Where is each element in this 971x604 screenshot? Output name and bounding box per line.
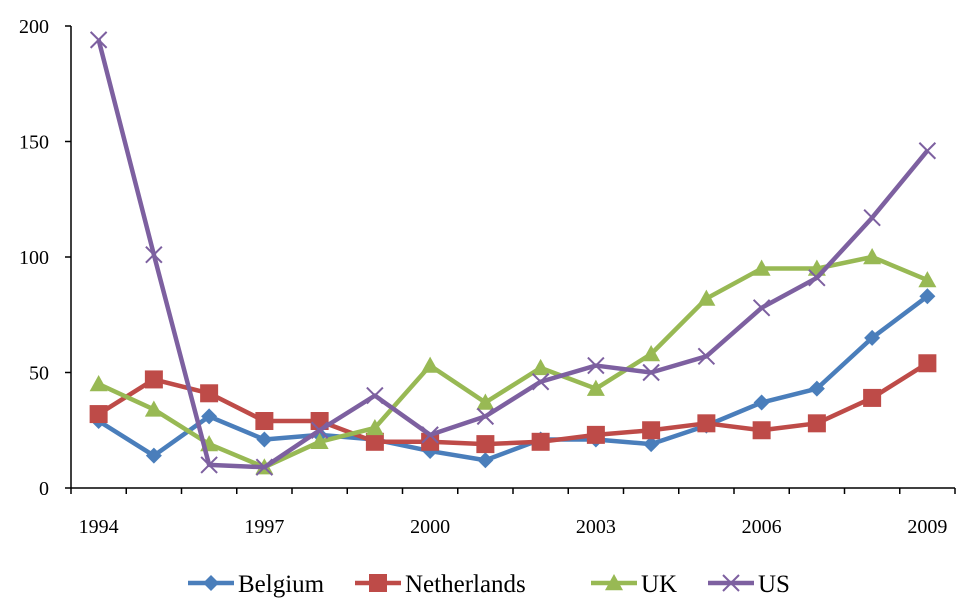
data-point-belgium	[753, 394, 770, 411]
x-tick-label: 2003	[576, 516, 616, 538]
data-point-us	[145, 245, 163, 264]
data-point-us	[531, 373, 550, 391]
data-point-netherlands	[918, 354, 937, 373]
data-point-us	[255, 458, 274, 476]
data-point-netherlands	[863, 388, 882, 407]
legend-item-netherlands: Netherlands	[355, 571, 526, 598]
data-point-netherlands	[752, 421, 771, 440]
x-tick-label: 2000	[410, 516, 450, 538]
data-point-us	[918, 142, 937, 160]
series-line-us	[96, 39, 930, 470]
data-point-netherlands	[531, 432, 550, 451]
data-point-netherlands	[586, 425, 605, 444]
data-point-netherlands	[421, 432, 440, 451]
data-point-us	[366, 386, 384, 405]
x-tick-label: 1994	[79, 516, 119, 538]
data-point-uk	[144, 400, 163, 417]
data-point-uk	[476, 393, 495, 410]
x-tick-label: 2009	[907, 516, 947, 538]
y-ticks: 0 50 100 150 200	[19, 16, 71, 500]
series-line-uk	[97, 254, 929, 470]
data-point-us	[697, 347, 716, 366]
data-point-us	[752, 299, 771, 317]
data-point-us	[310, 421, 329, 439]
data-point-uk	[642, 345, 661, 362]
data-point-uk	[531, 358, 550, 376]
axes: 0 50 100 150 200 1994 1997 2000 2003 2006 2009	[19, 16, 956, 538]
data-point-uk	[752, 259, 771, 276]
data-point-netherlands	[255, 412, 274, 431]
y-tick-label: 50	[29, 363, 49, 385]
data-point-us	[200, 456, 218, 474]
legend-label: UK	[641, 571, 677, 598]
data-point-us	[476, 407, 495, 426]
data-point-uk	[365, 418, 384, 436]
data-point-netherlands	[476, 435, 495, 454]
series-layer	[89, 31, 937, 476]
data-point-netherlands	[365, 432, 384, 451]
legend-item-belgium: Belgium	[188, 571, 325, 598]
legend-swatch-marker	[605, 574, 623, 591]
data-point-uk	[918, 271, 937, 288]
data-point-us	[642, 363, 660, 382]
legend-item-us: US	[708, 571, 790, 598]
series-us	[89, 31, 937, 476]
data-point-uk	[89, 375, 108, 392]
data-point-belgium	[808, 380, 825, 397]
legend-swatch-marker	[369, 574, 387, 592]
x-tick-label: 2006	[742, 516, 782, 538]
legend-item-uk: UK	[591, 571, 677, 598]
data-point-belgium	[919, 288, 936, 305]
data-point-netherlands	[89, 405, 108, 424]
legend-swatch-marker	[203, 575, 219, 591]
data-point-uk	[863, 248, 882, 265]
series-line-netherlands	[97, 361, 929, 447]
data-point-us	[808, 269, 826, 287]
data-point-netherlands	[697, 414, 716, 433]
legend-label: Netherlands	[405, 571, 526, 598]
legend-label: US	[758, 571, 790, 598]
y-tick-label: 100	[19, 247, 49, 269]
legend: Belgium Netherlands UK US	[188, 571, 790, 598]
series-line-belgium	[97, 294, 929, 463]
data-point-netherlands	[807, 414, 826, 433]
y-tick-label: 0	[39, 478, 49, 500]
data-point-netherlands	[144, 370, 163, 389]
data-point-us	[89, 31, 108, 49]
data-point-belgium	[864, 329, 881, 346]
data-point-netherlands	[642, 421, 661, 440]
data-point-us	[863, 209, 881, 227]
data-point-us	[587, 356, 605, 375]
x-ticks: 1994 1997 2000 2003 2006 2009	[70, 488, 956, 538]
data-point-uk	[586, 379, 605, 396]
data-point-belgium	[477, 452, 494, 469]
data-point-us	[421, 426, 439, 444]
data-point-uk	[697, 289, 716, 306]
legend-label: Belgium	[238, 571, 325, 598]
data-point-uk	[310, 432, 329, 449]
y-tick-label: 150	[19, 132, 49, 154]
data-point-belgium	[201, 408, 218, 425]
data-point-belgium	[643, 436, 660, 453]
data-point-uk	[421, 356, 440, 373]
legend-swatch-marker	[722, 574, 740, 592]
y-tick-label: 200	[19, 16, 49, 38]
data-point-netherlands	[200, 384, 219, 403]
x-tick-label: 1997	[244, 516, 284, 538]
data-point-belgium	[145, 447, 162, 464]
series-netherlands	[89, 354, 937, 454]
data-point-belgium	[256, 431, 273, 448]
